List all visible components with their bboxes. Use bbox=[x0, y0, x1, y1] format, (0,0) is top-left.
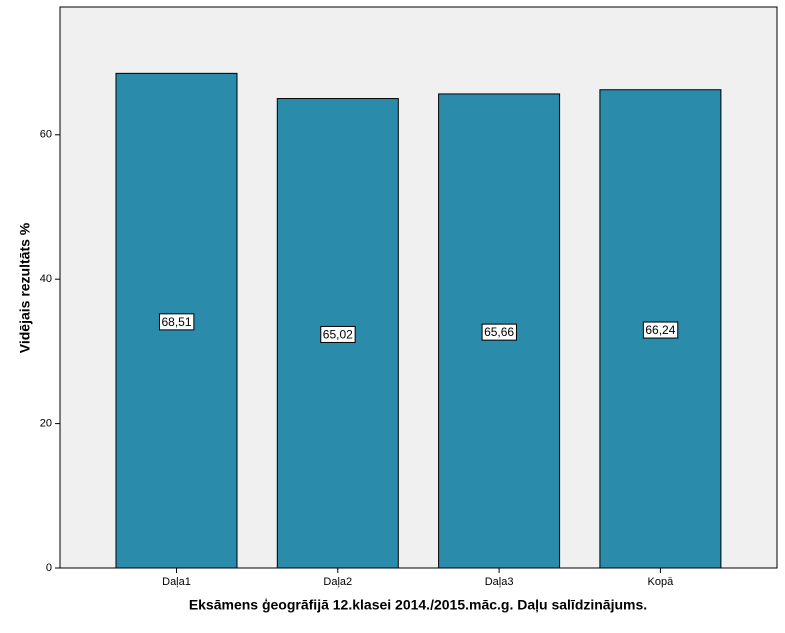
value-label-box bbox=[642, 321, 679, 339]
y-axis-title: Vidējais rezultāts % bbox=[17, 222, 33, 353]
x-tick-label: Daļa2 bbox=[323, 576, 352, 588]
value-label-box bbox=[481, 323, 517, 341]
x-tick-label: Kopā bbox=[648, 576, 675, 588]
x-tick-label: Daļa1 bbox=[162, 576, 191, 588]
y-tick-label: 20 bbox=[40, 418, 52, 430]
y-tick-label: 0 bbox=[46, 562, 52, 574]
value-label-box bbox=[158, 313, 195, 331]
value-label: 65,02 bbox=[323, 327, 353, 341]
value-label: 66,24 bbox=[645, 323, 675, 337]
value-label-box bbox=[320, 325, 356, 343]
value-label: 68,51 bbox=[161, 315, 191, 329]
y-tick-label: 40 bbox=[40, 273, 52, 285]
x-axis-title: Eksāmens ģeogrāfijā 12.klasei 2014./2015… bbox=[189, 597, 647, 613]
x-tick-label: Daļa3 bbox=[485, 576, 514, 588]
value-label: 65,66 bbox=[484, 325, 514, 339]
y-tick-label: 60 bbox=[40, 129, 52, 141]
